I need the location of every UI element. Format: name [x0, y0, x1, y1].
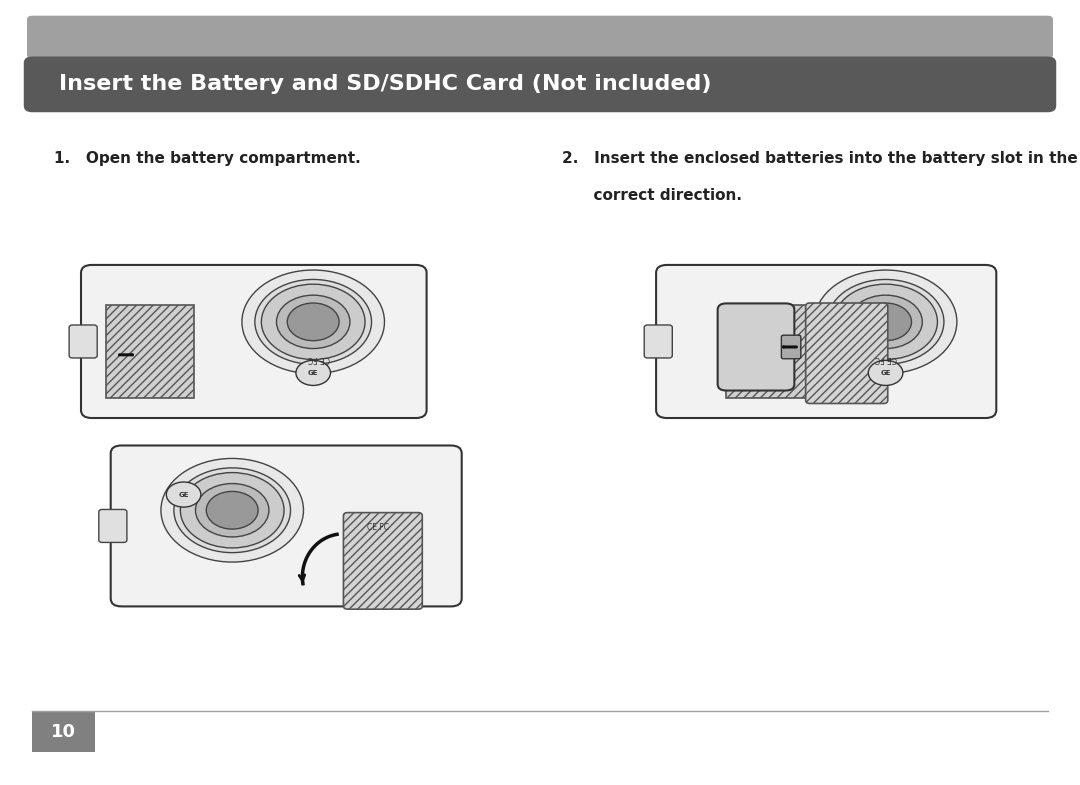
Circle shape: [296, 360, 330, 385]
Text: CE FC: CE FC: [367, 523, 389, 532]
Text: 2.   Insert the enclosed batteries into the battery slot in the: 2. Insert the enclosed batteries into th…: [562, 151, 1078, 166]
FancyBboxPatch shape: [717, 303, 795, 390]
FancyBboxPatch shape: [726, 305, 807, 398]
Text: correct direction.: correct direction.: [562, 188, 742, 203]
FancyBboxPatch shape: [99, 509, 127, 542]
Circle shape: [255, 279, 372, 364]
Text: 1.   Open the battery compartment.: 1. Open the battery compartment.: [54, 151, 361, 166]
Circle shape: [287, 303, 339, 341]
Circle shape: [868, 360, 903, 385]
Circle shape: [242, 270, 384, 374]
FancyBboxPatch shape: [343, 513, 422, 609]
Circle shape: [180, 473, 284, 548]
Circle shape: [261, 284, 365, 360]
Circle shape: [161, 458, 303, 562]
FancyBboxPatch shape: [781, 335, 800, 359]
Circle shape: [166, 482, 201, 507]
FancyBboxPatch shape: [69, 325, 97, 358]
FancyBboxPatch shape: [106, 305, 194, 398]
Circle shape: [814, 270, 957, 374]
Circle shape: [834, 284, 937, 360]
Bar: [32, 711, 95, 752]
FancyBboxPatch shape: [24, 57, 1056, 112]
Text: GE: GE: [308, 370, 319, 376]
FancyBboxPatch shape: [806, 303, 888, 403]
Text: GE: GE: [880, 370, 891, 376]
FancyBboxPatch shape: [111, 446, 462, 606]
Text: Insert the Battery and SD/SDHC Card (Not included): Insert the Battery and SD/SDHC Card (Not…: [59, 75, 712, 94]
Text: GE: GE: [178, 491, 189, 498]
FancyBboxPatch shape: [644, 325, 672, 358]
Text: CE FC: CE FC: [875, 354, 896, 363]
Circle shape: [849, 295, 922, 349]
Circle shape: [276, 295, 350, 349]
Circle shape: [206, 491, 258, 529]
Circle shape: [860, 303, 912, 341]
FancyBboxPatch shape: [27, 16, 1053, 59]
Text: 10: 10: [51, 723, 77, 740]
Circle shape: [195, 484, 269, 537]
Circle shape: [174, 468, 291, 553]
FancyBboxPatch shape: [81, 265, 427, 418]
Circle shape: [827, 279, 944, 364]
Text: CE FC: CE FC: [308, 354, 329, 363]
FancyBboxPatch shape: [657, 265, 997, 418]
